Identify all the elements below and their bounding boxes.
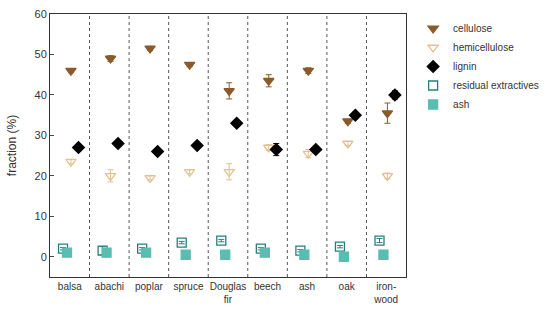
svg-text:20: 20 (35, 170, 47, 182)
svg-text:hemicellulose: hemicellulose (453, 42, 514, 53)
svg-text:Douglasfir: Douglasfir (210, 281, 247, 305)
svg-text:abachi: abachi (95, 281, 124, 292)
svg-text:residual extractives: residual extractives (453, 80, 539, 91)
svg-text:ash: ash (453, 99, 469, 110)
svg-text:spruce: spruce (173, 281, 203, 292)
svg-text:beech: beech (254, 281, 281, 292)
svg-text:iron-wood: iron-wood (373, 281, 398, 305)
svg-text:40: 40 (35, 89, 47, 101)
svg-text:poplar: poplar (135, 281, 163, 292)
svg-text:10: 10 (35, 210, 47, 222)
svg-text:oak: oak (339, 281, 356, 292)
svg-text:60: 60 (35, 8, 47, 20)
svg-text:0: 0 (41, 251, 47, 263)
svg-text:fraction (%): fraction (%) (5, 115, 19, 176)
svg-text:30: 30 (35, 129, 47, 141)
svg-text:ash: ash (299, 281, 315, 292)
svg-text:50: 50 (35, 48, 47, 60)
svg-text:cellulose: cellulose (453, 23, 492, 34)
svg-text:lignin: lignin (453, 61, 476, 72)
svg-text:balsa: balsa (58, 281, 82, 292)
